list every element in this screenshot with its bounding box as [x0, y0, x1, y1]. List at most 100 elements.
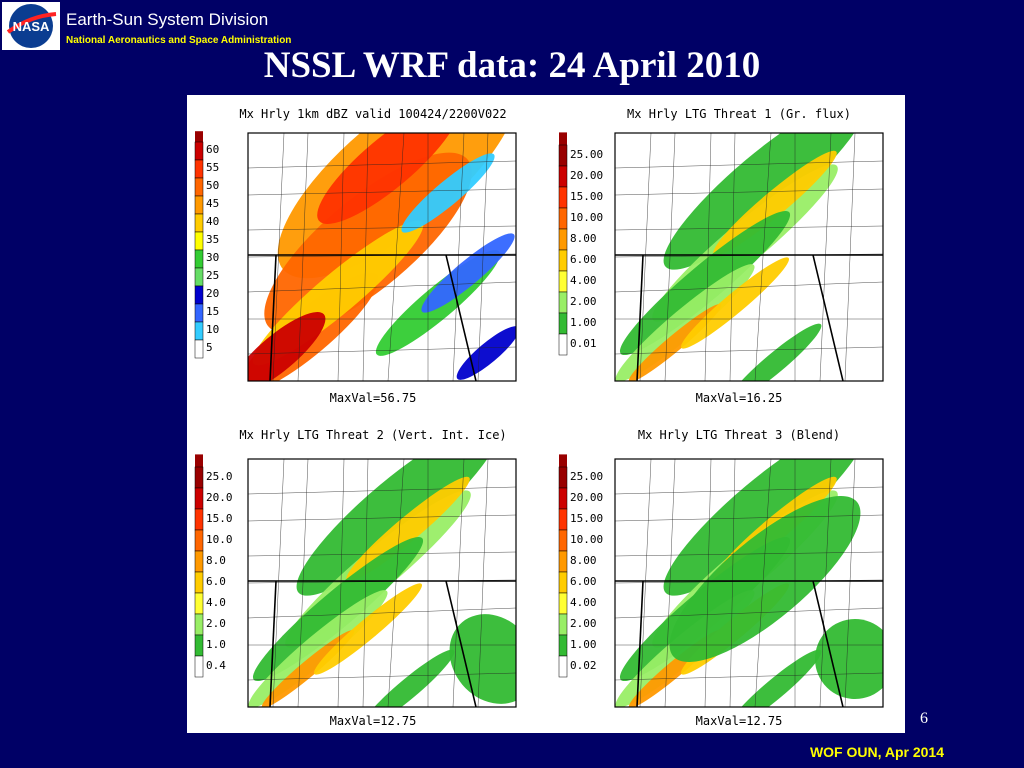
county-line	[248, 514, 516, 522]
legend-swatch	[559, 454, 567, 467]
legend-swatch	[195, 454, 203, 467]
weather-map	[247, 132, 517, 382]
precip-band	[296, 459, 500, 596]
legend-swatch	[558, 592, 568, 615]
legend-swatch	[558, 655, 568, 678]
county-line	[297, 459, 309, 707]
legend-swatch	[558, 550, 568, 573]
legend-label: 8.00	[570, 554, 597, 567]
legend-swatch	[194, 487, 204, 510]
legend-label: 30	[206, 251, 219, 264]
agency-name: National Aeronautics and Space Administr…	[66, 35, 292, 46]
precip-band	[615, 264, 755, 381]
county-line	[754, 459, 772, 707]
county-line	[362, 459, 369, 707]
panel-ltg-threat-3: Mx Hrly LTG Threat 3 (Blend) 25.00 20.00 1…	[558, 428, 884, 728]
legend-label: 0.01	[570, 337, 597, 350]
color-legend: 25.0 20.0 15.0 10.0 8.0 6.0 4.0 2.0 1.0 0.4	[194, 454, 233, 678]
legend-label: 20.00	[570, 491, 603, 504]
legend-swatch	[194, 213, 204, 233]
legend-swatch	[194, 550, 204, 573]
panel-title: Mx Hrly LTG Threat 2 (Vert. Int. Ice)	[239, 428, 506, 442]
county-line	[729, 133, 736, 381]
maxval-label: MaxVal=12.75	[696, 714, 783, 728]
county-line	[664, 133, 676, 381]
legend-swatch	[559, 132, 567, 145]
precip-band	[728, 649, 822, 707]
weather-map	[247, 458, 517, 708]
slide-title: NSSL WRF data: 24 April 2010	[263, 45, 761, 86]
panel-ltg-threat-2: Mx Hrly LTG Threat 2 (Vert. Int. Ice) 25…	[194, 428, 517, 728]
panel-title: Mx Hrly LTG Threat 1 (Gr. flux)	[627, 107, 851, 121]
panel-title: Mx Hrly 1km dBZ valid 100424/2200V022	[239, 107, 506, 121]
precip-band	[669, 496, 861, 662]
legend-label: 2.00	[570, 617, 597, 630]
legend-swatch	[558, 249, 568, 272]
county-line	[615, 346, 883, 355]
county-line	[337, 133, 345, 381]
county-line	[615, 160, 883, 169]
legend-swatch	[558, 144, 568, 167]
legend-swatch	[194, 195, 204, 215]
legend-label: 10.0	[206, 533, 233, 546]
precip-band	[313, 583, 423, 675]
county-line	[615, 486, 883, 495]
county-line	[615, 188, 883, 196]
legend-label: 5	[206, 341, 213, 354]
county-line	[248, 551, 516, 557]
legend-swatch	[558, 508, 568, 531]
county-line	[248, 281, 516, 293]
map-frame	[247, 458, 517, 708]
precip-band	[248, 312, 326, 381]
legend-swatch	[558, 165, 568, 188]
legend-label: 55	[206, 161, 219, 174]
precip-band	[421, 233, 515, 313]
legend-swatch	[194, 285, 204, 305]
legend-label: 1.00	[570, 316, 597, 329]
state-border	[636, 580, 644, 707]
org-name: Earth-Sun System Division	[66, 10, 269, 29]
county-line	[452, 459, 465, 707]
county-line	[704, 133, 712, 381]
legend-swatch	[194, 613, 204, 636]
precip-band	[401, 153, 495, 233]
figure-panel: Mx Hrly 1km dBZ valid 100424/2200V022 60…	[187, 95, 905, 733]
precip-band	[663, 459, 867, 596]
county-line	[297, 133, 309, 381]
legend-label: 4.00	[570, 596, 597, 609]
county-line	[248, 188, 516, 196]
page-number: 6	[920, 710, 928, 727]
state-border	[812, 254, 844, 381]
nasa-logo: NASA	[2, 2, 60, 50]
legend-label: 35	[206, 233, 219, 246]
weather-map	[614, 458, 884, 708]
county-line	[248, 607, 516, 619]
legend-label: 25.00	[570, 148, 603, 161]
precip-band	[317, 133, 459, 224]
legend-label: 25	[206, 269, 219, 282]
county-line	[248, 160, 516, 169]
legend-label: 8.00	[570, 232, 597, 245]
county-line	[615, 672, 883, 681]
county-line	[754, 133, 772, 381]
county-line	[639, 133, 652, 381]
panel-reflectivity: Mx Hrly 1km dBZ valid 100424/2200V022 60…	[194, 107, 517, 405]
county-line	[337, 459, 345, 707]
legend-swatch	[194, 231, 204, 251]
state-border	[445, 580, 477, 707]
legend-label: 6.0	[206, 575, 226, 588]
legend-swatch	[558, 529, 568, 552]
legend-swatch	[558, 613, 568, 636]
legend-swatch	[558, 466, 568, 489]
legend-label: 15	[206, 305, 219, 318]
legend-swatch	[194, 655, 204, 678]
legend-label: 25.0	[206, 470, 233, 483]
legend-label: 15.0	[206, 512, 233, 525]
legend-label: 40	[206, 215, 219, 228]
legend-swatch	[558, 634, 568, 657]
county-line	[615, 514, 883, 522]
county-line	[615, 551, 883, 557]
legend-swatch	[195, 131, 203, 142]
county-line	[615, 281, 883, 293]
county-line	[664, 459, 676, 707]
